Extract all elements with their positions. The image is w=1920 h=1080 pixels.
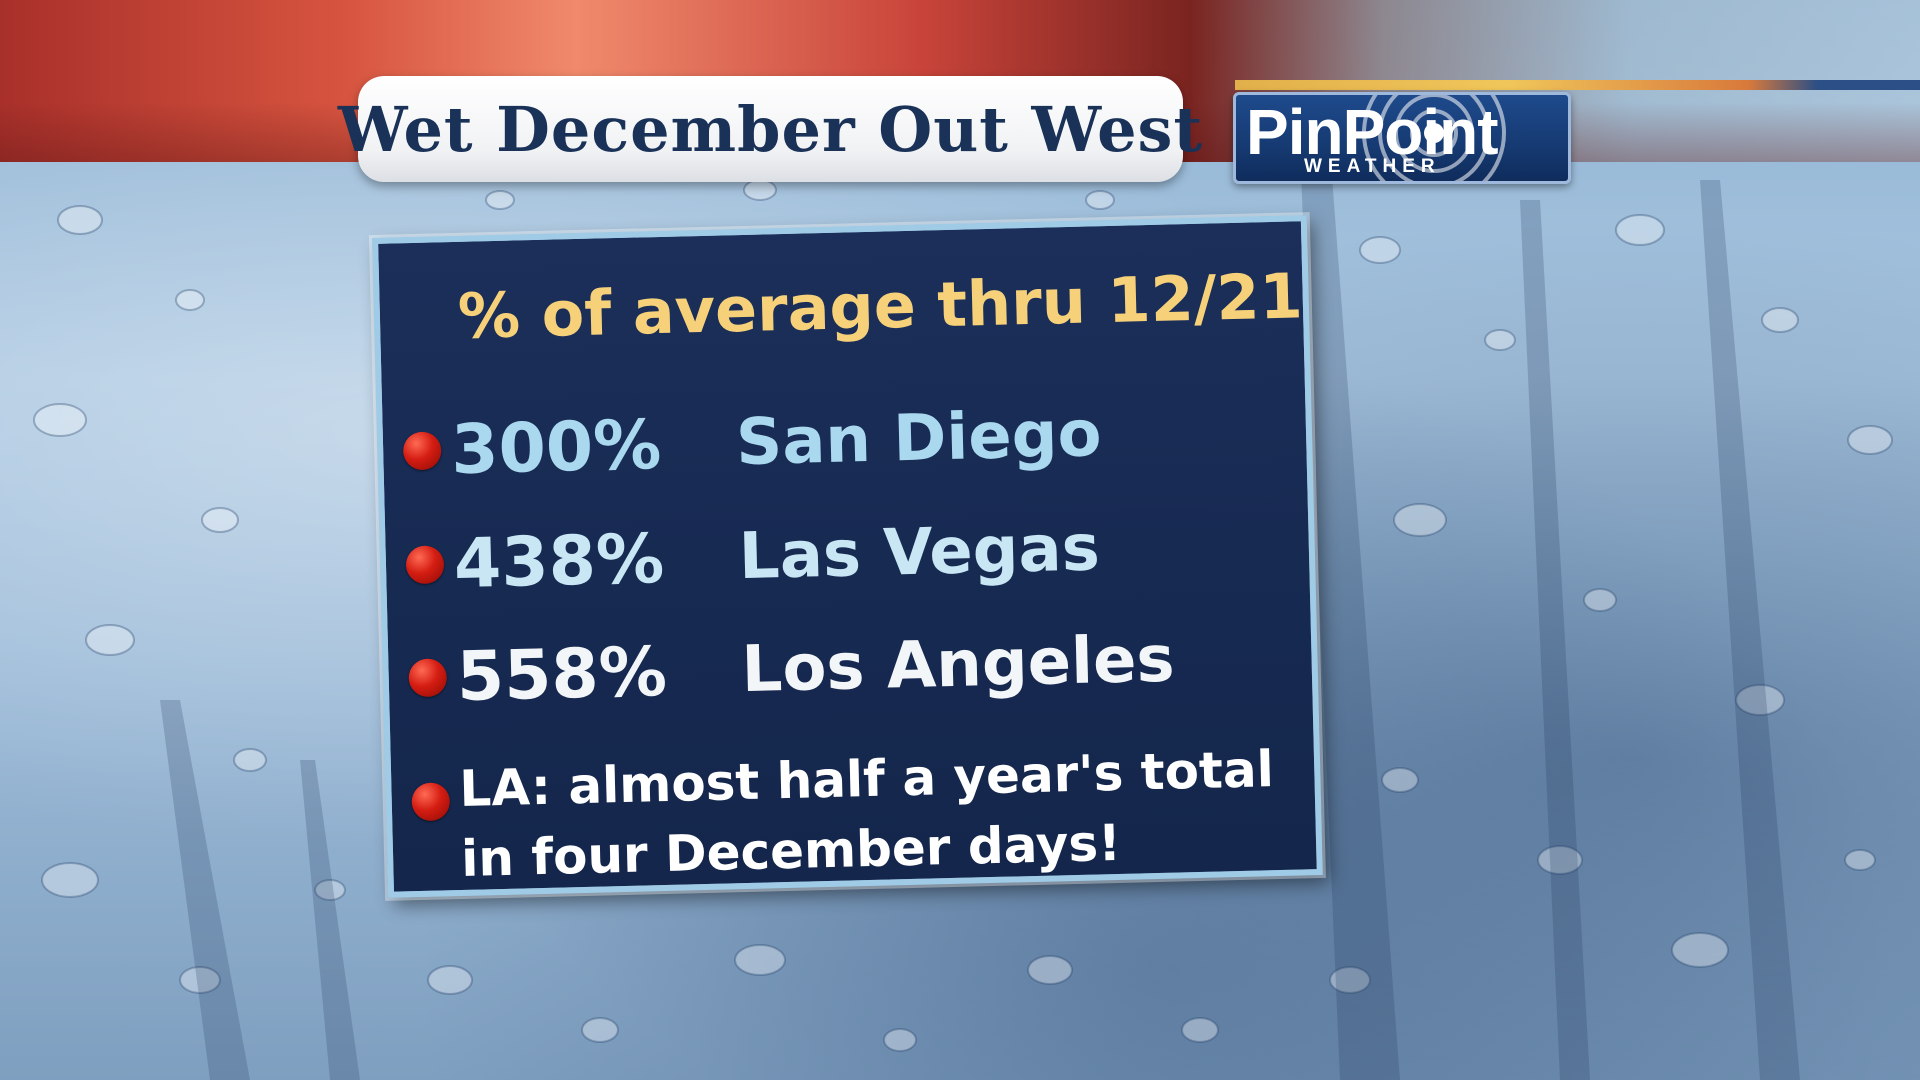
- logo-subtitle: WEATHER: [1304, 156, 1441, 177]
- percent-value: 558%: [455, 632, 668, 717]
- list-item: 438% Las Vegas: [405, 508, 1101, 605]
- city-name: Las Vegas: [738, 511, 1101, 595]
- panel-heading: % of average thru 12/21: [457, 259, 1304, 353]
- red-bullet-icon: [411, 782, 451, 822]
- city-name: San Diego: [735, 397, 1103, 481]
- percent-value: 300%: [450, 405, 663, 490]
- stats-panel: % of average thru 12/21 300% San Diego 4…: [372, 215, 1323, 898]
- red-bullet-icon: [408, 658, 448, 698]
- list-item: 558% Los Angeles: [408, 620, 1176, 719]
- city-name: Los Angeles: [740, 622, 1176, 708]
- note-item: LA: almost half a year's total in four D…: [411, 734, 1277, 895]
- accent-stripe: [1235, 80, 1920, 90]
- page-title: Wet December Out West: [337, 92, 1204, 166]
- pinpoint-weather-logo: PinPoint WEATHER: [1233, 92, 1571, 184]
- percent-value: 438%: [453, 519, 665, 604]
- list-item: 300% San Diego: [402, 394, 1102, 491]
- target-rings-icon: [1362, 95, 1506, 181]
- red-bullet-icon: [405, 545, 445, 585]
- note-text: LA: almost half a year's total in four D…: [459, 734, 1277, 894]
- red-bullet-icon: [402, 431, 442, 471]
- logo-wordmark: PinPoint: [1246, 96, 1499, 168]
- title-banner: Wet December Out West: [338, 76, 1202, 182]
